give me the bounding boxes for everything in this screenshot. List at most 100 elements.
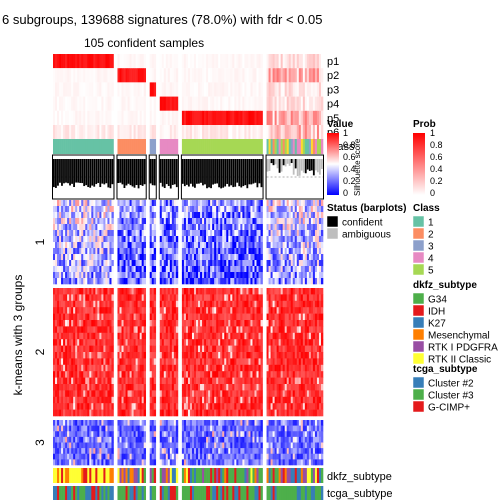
heatmap-cell (198, 377, 201, 385)
heatmap-cell (250, 332, 253, 340)
heatmap-cell (214, 332, 217, 340)
heatmap-cell (121, 200, 124, 207)
heatmap-cell (133, 294, 136, 302)
prob-cell (258, 54, 261, 69)
heatmap-cell (63, 307, 66, 314)
prob-cell (191, 54, 195, 69)
prob-cell (163, 54, 167, 69)
heatmap-cell (242, 307, 245, 314)
class-track (53, 139, 324, 154)
heatmap-cell (318, 248, 322, 255)
heatmap-cell (101, 248, 104, 255)
heatmap-cell (181, 396, 185, 404)
heatmap-cell (202, 266, 205, 273)
heatmap-cell (169, 294, 173, 302)
heatmap-cell (208, 358, 211, 366)
heatmap-cell (294, 242, 298, 249)
heatmap-cell (85, 278, 88, 285)
heatmap-cell (65, 254, 68, 261)
heatmap-cell (135, 224, 138, 231)
prob-cell (314, 110, 318, 125)
heatmap-cell (165, 371, 169, 378)
heatmap-cell (300, 339, 304, 346)
prob-cell (55, 96, 58, 111)
heatmap-cell (149, 266, 153, 273)
prob-cell (242, 68, 245, 83)
heatmap-cell (310, 390, 314, 398)
heatmap-cell (224, 272, 227, 279)
class-cell (198, 139, 201, 154)
heatmap-cell (276, 332, 279, 340)
heatmap-cell (131, 339, 134, 346)
heatmap-cell (131, 326, 134, 334)
heatmap-cell (97, 200, 100, 207)
heatmap-cell (99, 288, 102, 295)
prob-cell (55, 82, 58, 97)
heatmap-cell (314, 206, 318, 213)
heatmap-cell (212, 384, 215, 391)
heatmap-cell (246, 313, 249, 321)
heatmap-cell (272, 352, 275, 359)
heatmap-cell (95, 300, 98, 308)
heatmap-cell (234, 396, 237, 404)
heatmap-cell (246, 260, 249, 267)
heatmap-cell (208, 288, 211, 295)
heatmap-cell (312, 236, 316, 243)
heatmap-cell (137, 364, 140, 372)
heatmap-cell (125, 307, 128, 314)
heatmap-cell (65, 345, 68, 353)
heatmap-cell (65, 242, 68, 249)
heatmap-cell (212, 266, 215, 273)
heatmap-cell (185, 332, 189, 340)
prob-cell (212, 68, 215, 83)
heatmap-cell (266, 300, 269, 308)
heatmap-cell (312, 396, 316, 404)
heatmap-cell (65, 288, 68, 295)
heatmap-cell (198, 272, 201, 279)
heatmap-cell (169, 230, 173, 237)
heatmap-cell (196, 288, 199, 295)
heatmap-cell (169, 300, 173, 308)
prob-cell (278, 54, 281, 69)
heatmap-cell (252, 320, 255, 327)
heatmap-cell (151, 320, 155, 327)
heatmap-cell (218, 212, 221, 219)
heatmap-cell (79, 288, 82, 295)
heatmap-cell (220, 390, 223, 398)
prob-cell (83, 125, 86, 140)
heatmap-cell (244, 371, 247, 378)
heatmap-cell (290, 242, 294, 249)
heatmap-cell (284, 396, 288, 404)
heatmap-cell (103, 332, 106, 340)
heatmap-cell (214, 384, 217, 391)
heatmap-cell (306, 358, 310, 366)
heatmap-cell (218, 396, 221, 404)
silhouette-bar (274, 159, 277, 165)
heatmap-cell (123, 396, 126, 404)
heatmap-cell (85, 396, 88, 404)
heatmap-cell (187, 384, 191, 391)
heatmap-cell (218, 200, 221, 207)
heatmap-cell (79, 371, 82, 378)
heatmap-cell (254, 345, 257, 353)
heatmap-cell (65, 396, 68, 404)
heatmap-cell (212, 206, 215, 213)
heatmap-cell (240, 206, 243, 213)
heatmap-cell (198, 396, 201, 404)
prob-cell (101, 68, 104, 83)
heatmap-cell (316, 339, 320, 346)
heatmap-cell (109, 339, 112, 346)
heatmap-cell (316, 218, 320, 225)
heatmap-cell (288, 254, 292, 261)
heatmap-cell (296, 307, 300, 314)
prob-cell (302, 110, 306, 125)
heatmap-cell (59, 326, 62, 334)
heatmap-cell (290, 384, 294, 391)
heatmap-cell (87, 272, 90, 279)
heatmap-cell (127, 224, 130, 231)
heatmap-cell (220, 307, 223, 314)
heatmap-cell (204, 364, 207, 372)
heatmap-cell (222, 300, 225, 308)
heatmap-cell (318, 332, 322, 340)
silhouette-bar (252, 159, 255, 184)
